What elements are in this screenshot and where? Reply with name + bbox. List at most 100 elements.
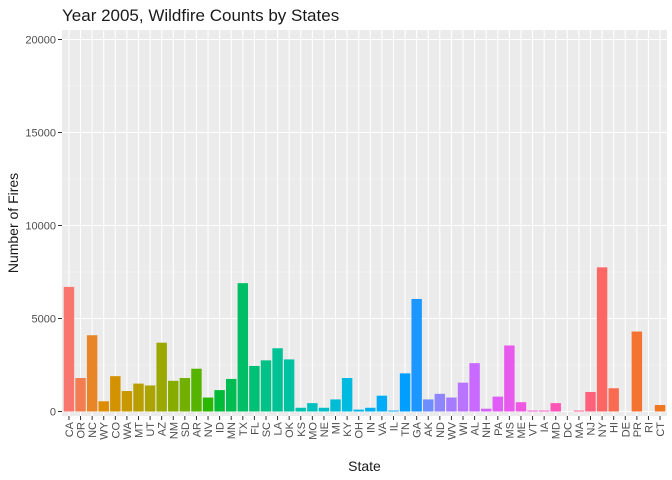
bar-fl [249,365,260,412]
bar-sc [260,360,272,412]
x-tick-label: AK [423,421,435,436]
x-tick-label: SD [180,422,192,437]
bar-ut [144,385,156,412]
x-tick-label: WA [122,421,134,439]
y-tick-label: 10000 [25,221,56,233]
x-tick-label: MT [133,422,145,438]
gridlines [62,30,667,416]
bar-hi [608,388,619,412]
bar-ma [573,410,585,412]
y-tick-label: 15000 [25,128,56,140]
bar-id [214,390,225,412]
bar-md [550,403,561,412]
y-tick-label: 5000 [32,314,56,326]
x-tick-label: OK [284,421,296,438]
bar-mn [225,378,237,412]
x-tick-label: CT [655,422,667,437]
y-tick-label: 20000 [25,35,56,47]
x-tick-label: AR [191,422,203,437]
bars [63,267,666,412]
bar-nv [202,397,214,412]
bar-sd [179,378,191,412]
x-tick-label: DE [620,422,632,437]
bar-tx [237,283,249,412]
x-tick-label: NV [203,421,215,437]
bar-nd [434,393,446,412]
x-tick-label: AZ [157,422,169,436]
x-tick-label: AL [470,422,482,435]
x-tick-label: MA [574,421,586,438]
x-tick-label: UT [145,422,157,437]
bar-nc [86,335,98,412]
bar-mo [307,403,318,412]
bar-wi [457,382,469,412]
x-tick-label: MN [226,422,238,439]
x-tick-label: LA [273,421,285,435]
x-tick-label: NJ [586,422,598,435]
x-tick-label: SC [261,422,273,437]
x-tick-label: ND [435,422,447,438]
bar-ia [538,410,550,412]
x-axis-title: State [348,458,381,474]
bar-oh [353,409,364,412]
x-tick-label: MS [504,422,516,439]
bar-mt [133,383,144,412]
y-axis: 0 5000 10000 15000 20000 [25,35,62,419]
bar-la [272,348,283,412]
bar-ny [596,267,608,412]
x-tick-label: WV [446,421,458,439]
y-axis-title: Number of Fires [5,173,21,273]
x-tick-label: MD [551,422,563,439]
x-tick-label: IA [539,421,551,432]
bar-nh [480,408,492,412]
bar-in [365,407,376,412]
bar-ky [341,378,353,412]
chart-title: Year 2005, Wildfire Counts by States [62,6,339,25]
x-tick-label: VT [528,422,540,436]
x-tick-label: DC [562,422,574,438]
bar-nj [585,391,596,412]
bar-ok [283,359,295,412]
x-tick-label: VA [377,421,389,436]
bar-mi [330,399,341,412]
x-tick-label: HI [609,422,621,433]
x-tick-label: MI [331,422,343,434]
x-tick-label: FL [249,422,261,435]
x-tick-label: IN [365,422,377,433]
x-tick-label: WI [458,422,470,435]
x-tick-label: TN [400,422,412,437]
x-tick-label: NH [481,422,493,438]
bar-va [376,395,388,412]
bar-il [388,410,399,412]
bar-pr [631,331,643,412]
bar-tn [399,373,411,412]
bar-ks [295,407,306,412]
bar-nm [168,380,179,412]
x-tick-label: IL [388,422,400,431]
bar-co [110,376,121,412]
bar-wv [446,397,457,412]
bar-ne [318,407,330,412]
x-tick-label: TX [238,421,250,436]
x-tick-label: PR [632,422,644,437]
bar-me [515,402,527,412]
x-tick-label: NM [168,422,180,439]
bar-ca [63,286,75,412]
x-tick-label: GA [412,421,424,438]
bar-or [75,378,86,412]
x-tick-label: PA [493,421,505,436]
bar-ar [191,368,202,412]
x-tick-label: NC [87,422,99,438]
x-tick-label: WY [99,421,111,439]
bar-az [156,342,167,412]
x-tick-label: RI [643,422,655,433]
x-tick-label: OH [354,422,366,439]
x-axis: CA OR NC WY CO WA MT UT AZ NM SD AR NV ID MN TX FL SC LA OK… [64,416,667,440]
x-tick-label: ME [516,422,528,439]
x-tick-label: KY [342,421,354,436]
y-tick-label: 0 [50,407,56,419]
bar-vt [527,410,538,412]
x-tick-label: MO [307,422,319,440]
bar-wa [121,391,133,412]
